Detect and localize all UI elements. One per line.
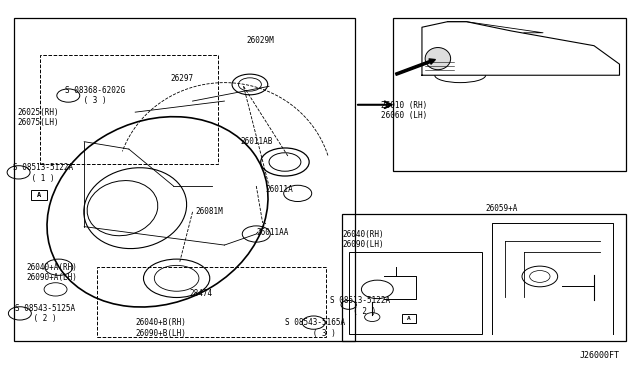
Text: A: A <box>37 192 42 198</box>
Text: 26025(RH)
26075(LH): 26025(RH) 26075(LH) <box>17 108 59 127</box>
Text: S 08513-5122A
    ( 1 ): S 08513-5122A ( 1 ) <box>13 163 73 183</box>
Text: 26010 (RH)
26060 (LH): 26010 (RH) 26060 (LH) <box>381 100 427 120</box>
Text: 26040+A(RH)
26090+A(LH): 26040+A(RH) 26090+A(LH) <box>27 263 77 282</box>
Text: 26081M: 26081M <box>196 207 223 217</box>
Text: S 08543-5165A
      ( 3 ): S 08543-5165A ( 3 ) <box>285 318 345 338</box>
Text: 26029M: 26029M <box>246 36 275 45</box>
Text: S 08368-6202G
    ( 3 ): S 08368-6202G ( 3 ) <box>65 86 125 105</box>
Text: 26297: 26297 <box>170 74 193 83</box>
Bar <box>394 18 626 171</box>
Bar <box>342 214 626 341</box>
Text: A: A <box>406 316 410 321</box>
Text: 26011AB: 26011AB <box>241 137 273 146</box>
Bar <box>349 253 483 334</box>
Text: J26000FT: J26000FT <box>579 351 620 360</box>
Text: 26040(RH)
26090(LH): 26040(RH) 26090(LH) <box>342 230 384 249</box>
Bar <box>401 314 415 323</box>
Bar <box>97 267 326 337</box>
Text: 26011AA: 26011AA <box>256 228 289 237</box>
Text: 26040+B(RH)
26090+B(LH): 26040+B(RH) 26090+B(LH) <box>135 318 186 338</box>
Bar <box>40 55 218 164</box>
Bar <box>14 18 355 341</box>
Ellipse shape <box>425 48 451 70</box>
Bar <box>31 190 47 200</box>
Text: 26059+A: 26059+A <box>486 203 518 213</box>
Text: S 08543-5125A
    ( 2 ): S 08543-5125A ( 2 ) <box>15 304 76 323</box>
Text: 28474: 28474 <box>189 289 212 298</box>
Text: 26011A: 26011A <box>266 185 294 194</box>
Text: S 08513-5122A
     ( 2 ): S 08513-5122A ( 2 ) <box>330 296 390 316</box>
